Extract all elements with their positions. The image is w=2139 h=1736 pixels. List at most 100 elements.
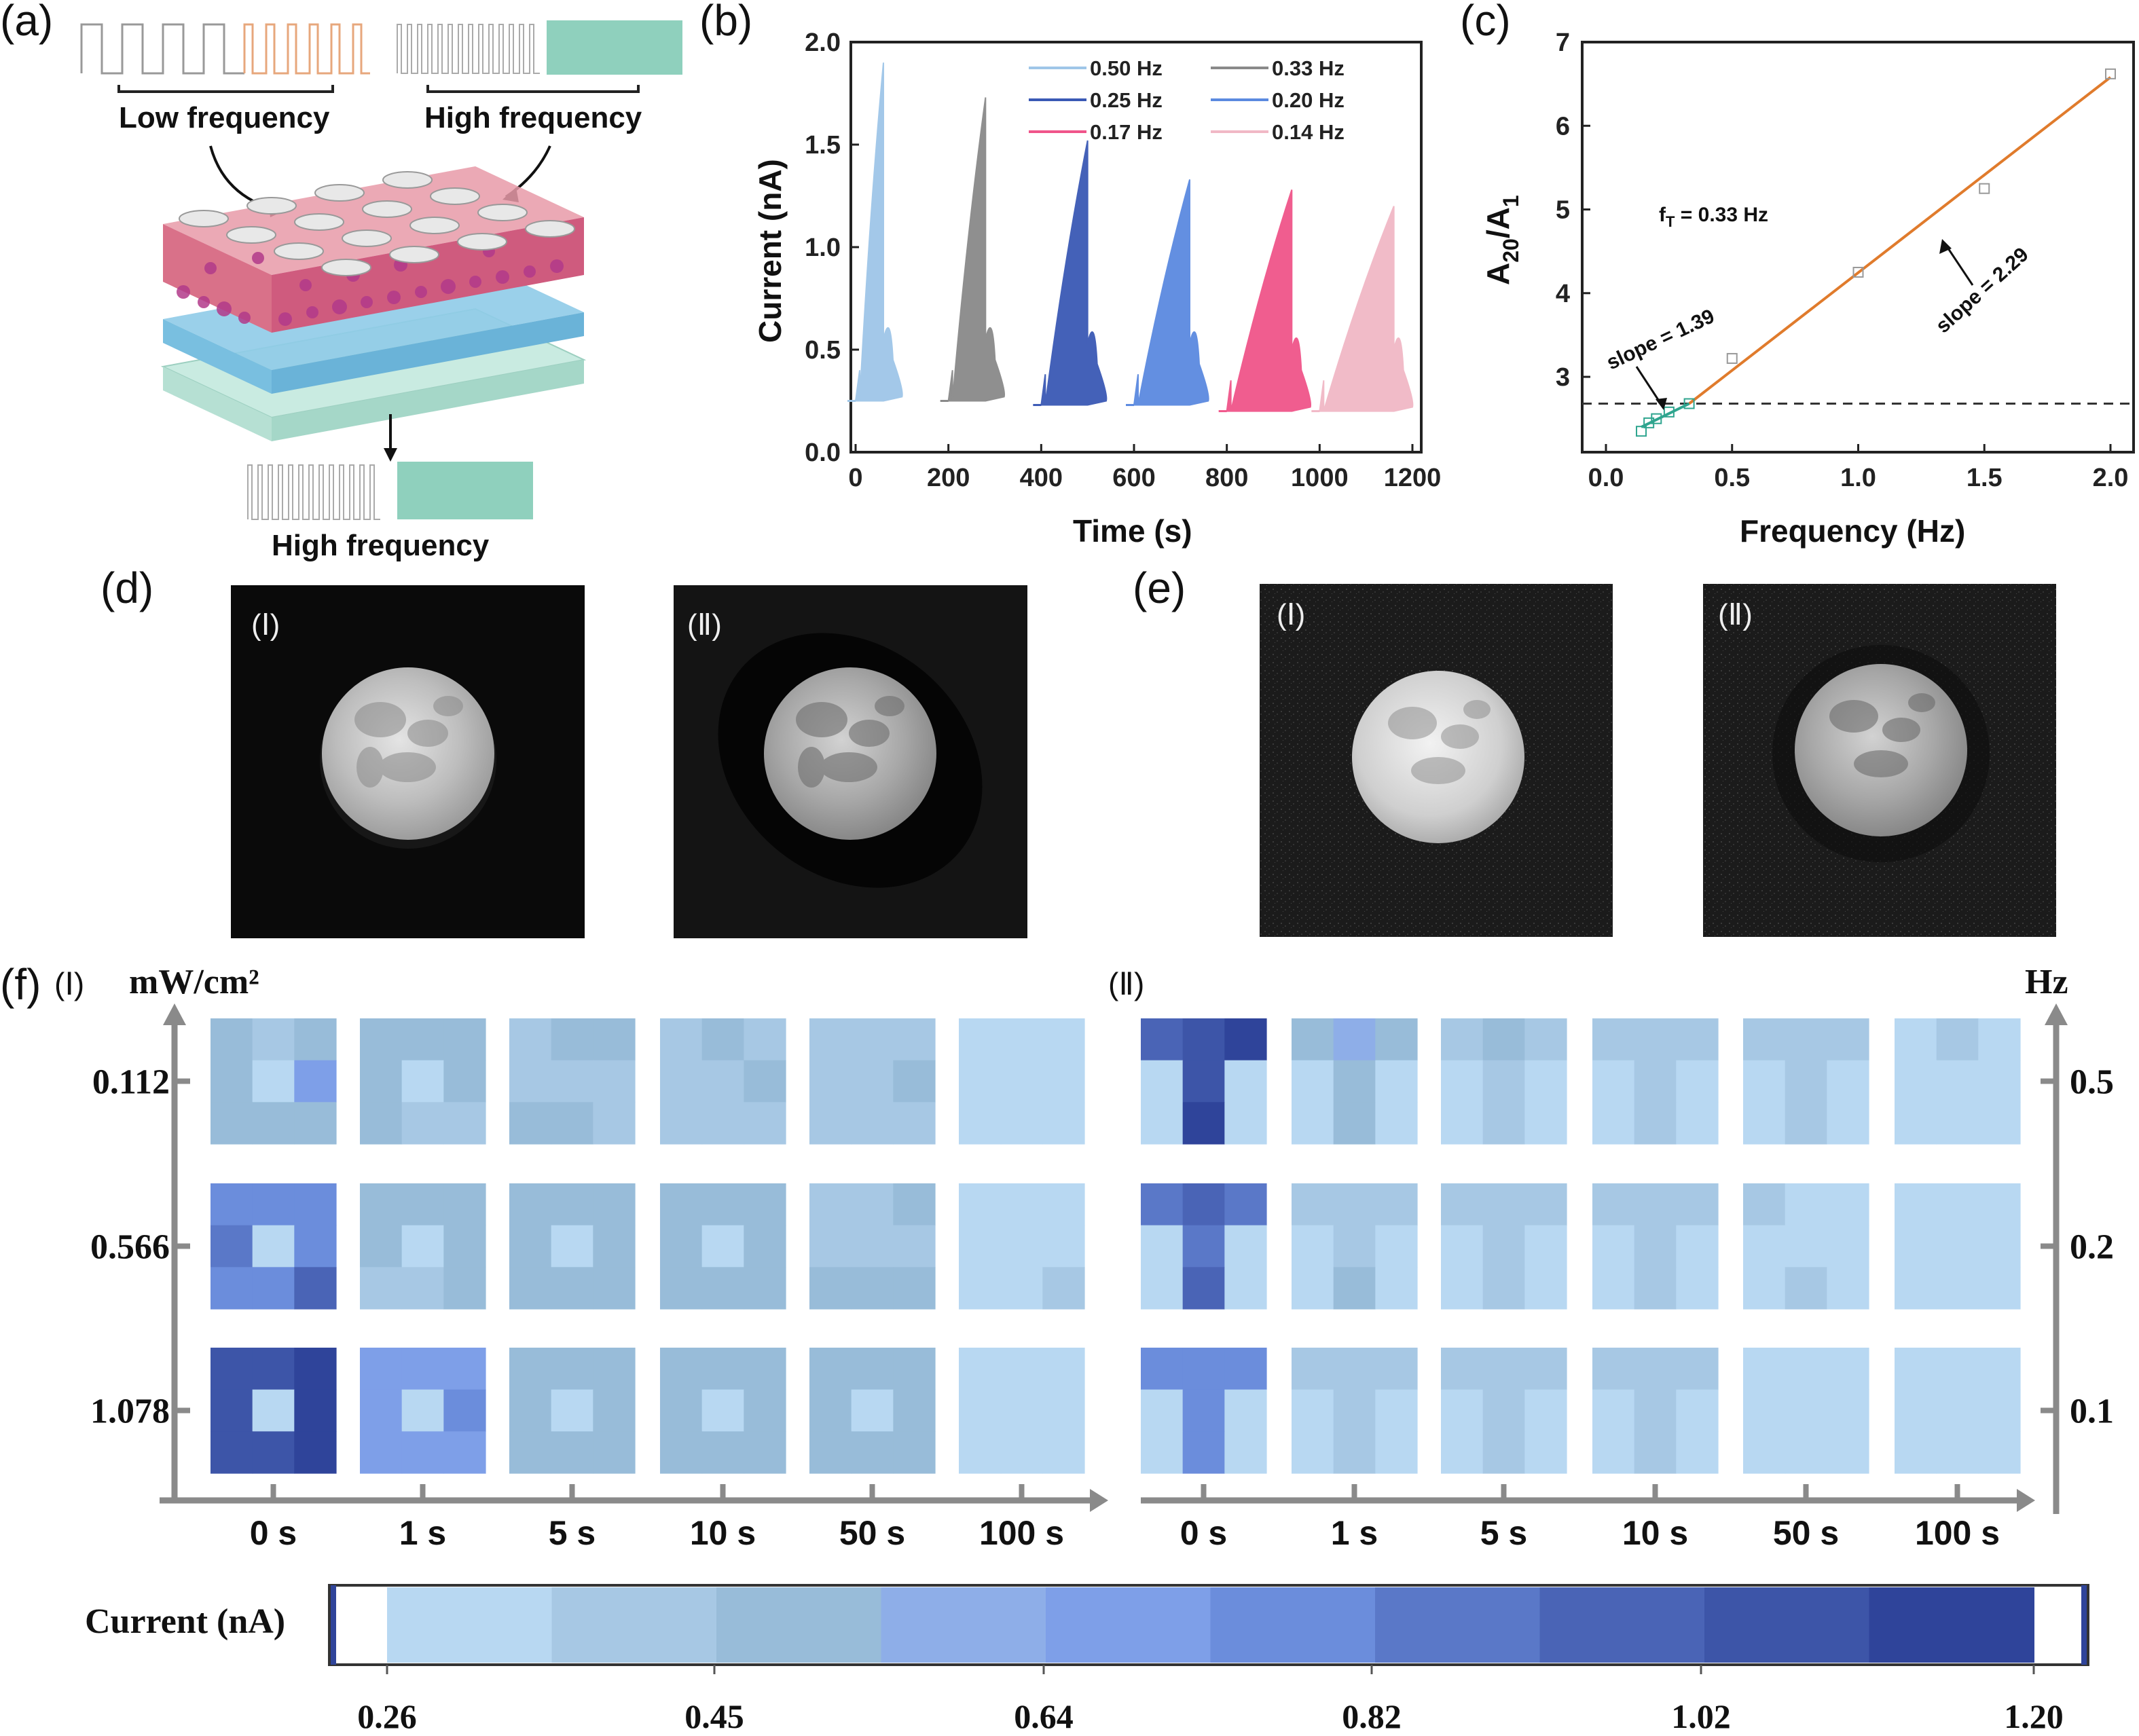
left-pixel-r1-c2-12 xyxy=(593,1225,636,1268)
right-pixel-r2-c3-21 xyxy=(1634,1431,1677,1474)
left-pixel-r2-c3-21 xyxy=(701,1431,744,1474)
left-pixel-r0-c0-00 xyxy=(211,1018,253,1061)
right-pixel-r2-c1-10 xyxy=(1292,1389,1334,1432)
fit-high-line xyxy=(1688,76,2112,405)
left-pixel-r2-c2-00 xyxy=(509,1348,552,1390)
high-frequency-block-bottom xyxy=(397,462,533,519)
right-pixel-r0-c4-22 xyxy=(1827,1102,1869,1145)
chart-c-ticks: 0.0 0.5 1.0 1.5 2.0 3 4 5 6 7 xyxy=(1556,29,2129,492)
b-xtick-1: 200 xyxy=(927,464,970,492)
chart-b-xlabel: Time (s) xyxy=(1073,513,1192,549)
data-point-5 xyxy=(1726,352,1738,364)
right-pixel-r2-c4-02 xyxy=(1827,1348,1869,1390)
left-pixel-r2-c3-00 xyxy=(660,1348,703,1390)
legend-label-5: 0.14 Hz xyxy=(1272,120,1345,144)
panel-b-label: (b) xyxy=(699,0,752,45)
right-pixel-r0-c1-22 xyxy=(1375,1102,1418,1145)
right-pixel-r0-c5-21 xyxy=(1936,1102,1979,1145)
right-pixel-r2-c5-20 xyxy=(1895,1431,1937,1474)
right-pixel-r1-c2-11 xyxy=(1482,1225,1525,1268)
left-pixel-r1-c2-01 xyxy=(551,1183,593,1226)
left-pixel-r0-c5-00 xyxy=(959,1018,1002,1061)
e-sub2: (Ⅱ) xyxy=(1718,598,1753,631)
right-pixel-r2-c4-00 xyxy=(1743,1348,1786,1390)
right-pixel-r0-c0-10 xyxy=(1141,1060,1184,1103)
left-pixel-r2-c0-01 xyxy=(252,1348,295,1390)
chart-b-legend: 0.50 Hz 0.33 Hz 0.25 Hz 0.20 Hz 0.17 Hz 0.14 … xyxy=(1029,56,1345,144)
right-pixel-r0-c2-22 xyxy=(1524,1102,1567,1145)
b-ytick-0: 0.0 xyxy=(805,439,841,467)
c-xtick-3: 1.5 xyxy=(1967,464,2003,492)
left-pixel-r2-c0-22 xyxy=(294,1431,337,1474)
colorbar-segment-0 xyxy=(387,1587,553,1663)
colorbar: 0.26 0.45 0.64 0.82 1.02 1.20 xyxy=(328,1584,2089,1735)
fit-low-line xyxy=(1641,402,1690,428)
colorbar-segment-1 xyxy=(551,1587,717,1663)
right-pixel-r2-c5-02 xyxy=(1978,1348,2021,1390)
pulse-train-high xyxy=(397,24,540,74)
left-pixel-r1-c2-22 xyxy=(593,1267,636,1310)
series-1 xyxy=(947,97,1006,402)
right-pixel-r0-c3-12 xyxy=(1676,1060,1719,1103)
right-pixel-r0-c5-22 xyxy=(1978,1102,2021,1145)
right-pixel-r1-c3-10 xyxy=(1592,1225,1635,1268)
right-pixel-r0-c4-12 xyxy=(1827,1060,1869,1103)
colorbar-tick-0: 0.26 xyxy=(357,1697,417,1735)
right-pixel-r1-c3-20 xyxy=(1592,1267,1635,1310)
right-pixel-r2-c2-01 xyxy=(1482,1348,1525,1390)
left-pixel-r1-c1-21 xyxy=(401,1267,444,1310)
left-pixel-r1-c1-01 xyxy=(401,1183,444,1226)
low-frequency-label: Low frequency xyxy=(119,101,330,134)
left-pixel-r2-c1-01 xyxy=(401,1348,444,1390)
right-pixel-r0-c4-21 xyxy=(1785,1102,1827,1145)
left-pixel-r0-c1-00 xyxy=(360,1018,403,1061)
left-pixel-r1-c2-21 xyxy=(551,1267,593,1310)
left-pixel-r2-c5-01 xyxy=(1000,1348,1043,1390)
left-pixel-r1-c5-10 xyxy=(959,1225,1002,1268)
right-pixel-r0-c1-00 xyxy=(1292,1018,1334,1061)
right-pixel-r1-c5-22 xyxy=(1978,1267,2021,1310)
series-5 xyxy=(1319,206,1414,412)
right-pixel-r1-c0-22 xyxy=(1224,1267,1267,1310)
right-pixel-r1-c5-11 xyxy=(1936,1225,1979,1268)
right-pixel-r2-c4-12 xyxy=(1827,1389,1869,1432)
right-pixel-r2-c3-01 xyxy=(1634,1348,1677,1390)
colorbar-title: Current (nA) xyxy=(85,1602,285,1641)
left-pixel-r0-c3-20 xyxy=(660,1102,703,1145)
data-point-3 xyxy=(1663,406,1675,418)
right-col-label-4: 50 s xyxy=(1773,1514,1839,1552)
panel-f: (f) (Ⅰ) mW/cm² (Ⅱ) Hz 0.112 0.5 0.566 0.2 1.… xyxy=(0,960,2114,1735)
right-pixel-r2-c0-01 xyxy=(1182,1348,1225,1390)
right-pixel-r0-c1-12 xyxy=(1375,1060,1418,1103)
right-pixel-r2-c5-01 xyxy=(1936,1348,1979,1390)
left-pixel-r1-c4-22 xyxy=(893,1267,936,1310)
left-pixel-r1-c5-12 xyxy=(1042,1225,1085,1268)
left-pixel-r2-c5-02 xyxy=(1042,1348,1085,1390)
right-pixel-r2-c1-11 xyxy=(1333,1389,1376,1432)
left-pixel-r2-c3-01 xyxy=(701,1348,744,1390)
left-pixel-r2-c2-02 xyxy=(593,1348,636,1390)
right-pixel-r1-c2-00 xyxy=(1441,1183,1484,1226)
legend-label-2: 0.25 Hz xyxy=(1090,88,1163,112)
right-pixel-r1-c0-12 xyxy=(1224,1225,1267,1268)
right-pixel-r1-c1-10 xyxy=(1292,1225,1334,1268)
right-pixel-r1-c4-22 xyxy=(1827,1267,1869,1310)
left-pixel-r1-c0-22 xyxy=(294,1267,337,1310)
left-pixel-r2-c5-00 xyxy=(959,1348,1002,1390)
left-pixel-r1-c3-01 xyxy=(701,1183,744,1226)
b-xtick-3: 600 xyxy=(1112,464,1155,492)
right-pixel-r1-c0-00 xyxy=(1141,1183,1184,1226)
device-stack xyxy=(160,166,587,441)
b-xtick-0: 0 xyxy=(848,464,862,492)
right-pixel-r1-c4-12 xyxy=(1827,1225,1869,1268)
left-pixel-r1-c5-22 xyxy=(1042,1267,1085,1310)
right-pixel-r2-c4-11 xyxy=(1785,1389,1827,1432)
f-sub1: (Ⅰ) xyxy=(54,966,84,1001)
left-pixel-r1-c3-02 xyxy=(744,1183,786,1226)
right-pixel-r2-c3-00 xyxy=(1592,1348,1635,1390)
left-pixel-r1-c1-12 xyxy=(443,1225,486,1268)
right-pixel-r1-c3-21 xyxy=(1634,1267,1677,1310)
right-pixel-r2-c2-10 xyxy=(1441,1389,1484,1432)
right-pixel-r0-c0-11 xyxy=(1182,1060,1225,1103)
left-pixel-r2-c1-22 xyxy=(443,1431,486,1474)
